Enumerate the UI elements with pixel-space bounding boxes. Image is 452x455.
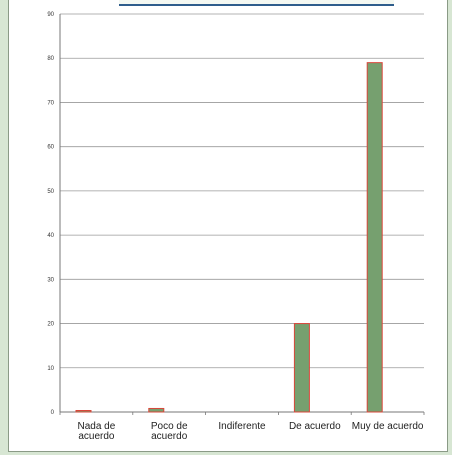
x-tick-label: Nada de acuerdo	[77, 421, 115, 442]
x-tick-label: Indiferente	[218, 421, 266, 432]
x-tick-label-line: De acuerdo	[289, 421, 341, 432]
chart-title-bar	[119, 0, 394, 6]
y-tick-label: 80	[47, 56, 54, 62]
y-tick-label: 20	[47, 322, 54, 328]
x-tick-label-line: Nada de	[77, 421, 115, 432]
bar	[75, 410, 92, 413]
y-tick-label: 90	[47, 12, 54, 18]
x-tick-label-line: acuerdo	[151, 431, 188, 442]
x-tick-label-line: Muy de acuerdo	[352, 421, 424, 432]
y-tick-label: 40	[47, 233, 54, 239]
x-tick-label-line: acuerdo	[78, 431, 115, 442]
x-tick-label: De acuerdo	[289, 421, 341, 432]
bar	[366, 62, 383, 413]
y-tick-label: 50	[47, 189, 54, 195]
chart-frame: 0 10 20 30 40 50 60 70 80 90 Nada de acuerdo Poco de…	[8, 0, 448, 452]
bar	[293, 323, 310, 413]
y-tick-label: 60	[47, 145, 54, 151]
bar	[148, 407, 165, 413]
x-tick-label: Poco de acuerdo	[151, 421, 188, 442]
y-tick-label: 70	[47, 100, 54, 106]
y-tick-label: 0	[51, 410, 55, 416]
x-tick-label-line: Indiferente	[218, 421, 266, 432]
y-tick-label: 30	[47, 277, 54, 283]
x-tick-label: Muy de acuerdo	[352, 421, 424, 432]
x-tick-label-line: Poco de	[151, 421, 188, 432]
y-tick-label: 10	[47, 366, 54, 372]
